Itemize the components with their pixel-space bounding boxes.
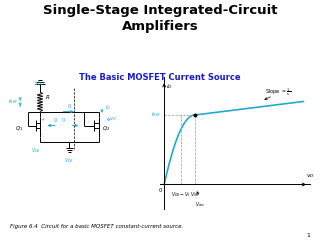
Text: $V_{DD}$: $V_{DD}$: [34, 79, 46, 88]
Text: $I_{REF}$: $I_{REF}$: [151, 111, 161, 120]
Text: 0: 0: [53, 118, 56, 123]
Text: Figure 6.4  Circuit for a basic MOSFET constant-current source.: Figure 6.4 Circuit for a basic MOSFET co…: [10, 224, 183, 229]
Text: 0: 0: [159, 188, 162, 193]
Text: +: +: [41, 117, 45, 122]
Text: $V_{GS}-V_t$: $V_{GS}-V_t$: [171, 190, 191, 199]
Text: $Q_1$: $Q_1$: [15, 124, 23, 133]
Text: -: -: [41, 133, 43, 138]
Text: $V_{GS}$: $V_{GS}$: [190, 190, 200, 199]
Text: $V_{GS}$: $V_{GS}$: [31, 146, 41, 155]
Text: $Q_2$: $Q_2$: [102, 124, 110, 133]
Text: Slope $= \frac{1}{r_o}$: Slope $= \frac{1}{r_o}$: [265, 87, 292, 99]
Text: 1: 1: [307, 233, 310, 238]
Text: $V_{GS}$: $V_{GS}$: [64, 156, 75, 165]
Text: $v_O$: $v_O$: [109, 115, 117, 122]
Text: Single-Stage Integrated-Circuit
Amplifiers: Single-Stage Integrated-Circuit Amplifie…: [43, 4, 277, 33]
Text: $R$: $R$: [45, 93, 51, 101]
Text: $i_D$: $i_D$: [165, 82, 172, 90]
Text: 0: 0: [62, 118, 65, 123]
Text: The Basic MOSFET Current Source: The Basic MOSFET Current Source: [79, 73, 241, 82]
Text: 0: 0: [68, 104, 71, 109]
Text: $I_O$: $I_O$: [105, 103, 111, 112]
Text: $V_{cov}$: $V_{cov}$: [195, 200, 206, 209]
Text: $I_{REF}$: $I_{REF}$: [8, 97, 19, 106]
Text: $v_D$: $v_D$: [306, 172, 315, 180]
